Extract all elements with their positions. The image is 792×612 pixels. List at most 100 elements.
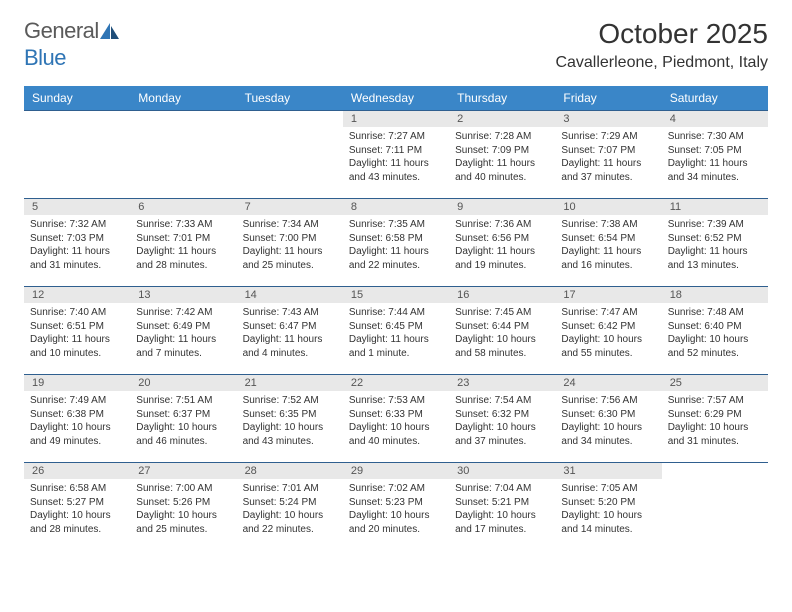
day-number: 11 bbox=[662, 199, 768, 215]
day-content: Sunrise: 7:40 AMSunset: 6:51 PMDaylight:… bbox=[24, 303, 130, 364]
calendar-day-cell: 10Sunrise: 7:38 AMSunset: 6:54 PMDayligh… bbox=[555, 199, 661, 287]
day-content: Sunrise: 7:28 AMSunset: 7:09 PMDaylight:… bbox=[449, 127, 555, 188]
day-number: 7 bbox=[237, 199, 343, 215]
weekday-header-row: SundayMondayTuesdayWednesdayThursdayFrid… bbox=[24, 86, 768, 111]
calendar-day-cell bbox=[662, 463, 768, 551]
day-content: Sunrise: 7:33 AMSunset: 7:01 PMDaylight:… bbox=[130, 215, 236, 276]
calendar-week-row: 19Sunrise: 7:49 AMSunset: 6:38 PMDayligh… bbox=[24, 375, 768, 463]
calendar-day-cell: 7Sunrise: 7:34 AMSunset: 7:00 PMDaylight… bbox=[237, 199, 343, 287]
day-number: 5 bbox=[24, 199, 130, 215]
day-number: 21 bbox=[237, 375, 343, 391]
weekday-header: Saturday bbox=[662, 86, 768, 111]
calendar-day-cell bbox=[130, 111, 236, 199]
day-number: 9 bbox=[449, 199, 555, 215]
day-number: 30 bbox=[449, 463, 555, 479]
calendar-day-cell: 15Sunrise: 7:44 AMSunset: 6:45 PMDayligh… bbox=[343, 287, 449, 375]
day-content: Sunrise: 7:53 AMSunset: 6:33 PMDaylight:… bbox=[343, 391, 449, 452]
logo: GeneralBlue bbox=[24, 18, 120, 71]
day-content: Sunrise: 7:04 AMSunset: 5:21 PMDaylight:… bbox=[449, 479, 555, 540]
calendar-day-cell: 2Sunrise: 7:28 AMSunset: 7:09 PMDaylight… bbox=[449, 111, 555, 199]
day-content: Sunrise: 7:56 AMSunset: 6:30 PMDaylight:… bbox=[555, 391, 661, 452]
day-content: Sunrise: 7:49 AMSunset: 6:38 PMDaylight:… bbox=[24, 391, 130, 452]
day-content: Sunrise: 7:36 AMSunset: 6:56 PMDaylight:… bbox=[449, 215, 555, 276]
location-text: Cavallerleone, Piedmont, Italy bbox=[555, 54, 768, 72]
calendar-day-cell: 8Sunrise: 7:35 AMSunset: 6:58 PMDaylight… bbox=[343, 199, 449, 287]
day-content: Sunrise: 7:57 AMSunset: 6:29 PMDaylight:… bbox=[662, 391, 768, 452]
day-number: 17 bbox=[555, 287, 661, 303]
calendar-day-cell: 11Sunrise: 7:39 AMSunset: 6:52 PMDayligh… bbox=[662, 199, 768, 287]
logo-word-blue: Blue bbox=[24, 45, 66, 70]
calendar-day-cell: 27Sunrise: 7:00 AMSunset: 5:26 PMDayligh… bbox=[130, 463, 236, 551]
page-title: October 2025 bbox=[555, 18, 768, 50]
day-content: Sunrise: 7:45 AMSunset: 6:44 PMDaylight:… bbox=[449, 303, 555, 364]
day-content: Sunrise: 7:38 AMSunset: 6:54 PMDaylight:… bbox=[555, 215, 661, 276]
day-number: 3 bbox=[555, 111, 661, 127]
calendar-table: SundayMondayTuesdayWednesdayThursdayFrid… bbox=[24, 86, 768, 551]
day-content: Sunrise: 7:51 AMSunset: 6:37 PMDaylight:… bbox=[130, 391, 236, 452]
logo-sail-icon bbox=[100, 19, 120, 45]
calendar-day-cell: 22Sunrise: 7:53 AMSunset: 6:33 PMDayligh… bbox=[343, 375, 449, 463]
day-content: Sunrise: 7:05 AMSunset: 5:20 PMDaylight:… bbox=[555, 479, 661, 540]
weekday-header: Monday bbox=[130, 86, 236, 111]
calendar-week-row: 5Sunrise: 7:32 AMSunset: 7:03 PMDaylight… bbox=[24, 199, 768, 287]
calendar-day-cell: 18Sunrise: 7:48 AMSunset: 6:40 PMDayligh… bbox=[662, 287, 768, 375]
calendar-day-cell bbox=[24, 111, 130, 199]
day-number: 20 bbox=[130, 375, 236, 391]
day-number: 2 bbox=[449, 111, 555, 127]
day-number: 14 bbox=[237, 287, 343, 303]
day-number: 18 bbox=[662, 287, 768, 303]
day-content: Sunrise: 7:39 AMSunset: 6:52 PMDaylight:… bbox=[662, 215, 768, 276]
weekday-header: Sunday bbox=[24, 86, 130, 111]
logo-text: GeneralBlue bbox=[24, 18, 120, 71]
day-content: Sunrise: 7:00 AMSunset: 5:26 PMDaylight:… bbox=[130, 479, 236, 540]
day-content: Sunrise: 7:02 AMSunset: 5:23 PMDaylight:… bbox=[343, 479, 449, 540]
calendar-day-cell: 28Sunrise: 7:01 AMSunset: 5:24 PMDayligh… bbox=[237, 463, 343, 551]
calendar-day-cell: 21Sunrise: 7:52 AMSunset: 6:35 PMDayligh… bbox=[237, 375, 343, 463]
calendar-week-row: 26Sunrise: 6:58 AMSunset: 5:27 PMDayligh… bbox=[24, 463, 768, 551]
calendar-day-cell bbox=[237, 111, 343, 199]
calendar-day-cell: 14Sunrise: 7:43 AMSunset: 6:47 PMDayligh… bbox=[237, 287, 343, 375]
day-number: 16 bbox=[449, 287, 555, 303]
day-number: 28 bbox=[237, 463, 343, 479]
day-number: 1 bbox=[343, 111, 449, 127]
calendar-day-cell: 4Sunrise: 7:30 AMSunset: 7:05 PMDaylight… bbox=[662, 111, 768, 199]
calendar-day-cell: 30Sunrise: 7:04 AMSunset: 5:21 PMDayligh… bbox=[449, 463, 555, 551]
calendar-week-row: 1Sunrise: 7:27 AMSunset: 7:11 PMDaylight… bbox=[24, 111, 768, 199]
day-content: Sunrise: 6:58 AMSunset: 5:27 PMDaylight:… bbox=[24, 479, 130, 540]
calendar-day-cell: 12Sunrise: 7:40 AMSunset: 6:51 PMDayligh… bbox=[24, 287, 130, 375]
day-content: Sunrise: 7:27 AMSunset: 7:11 PMDaylight:… bbox=[343, 127, 449, 188]
title-block: October 2025 Cavallerleone, Piedmont, It… bbox=[555, 18, 768, 72]
day-content: Sunrise: 7:47 AMSunset: 6:42 PMDaylight:… bbox=[555, 303, 661, 364]
calendar-day-cell: 9Sunrise: 7:36 AMSunset: 6:56 PMDaylight… bbox=[449, 199, 555, 287]
day-number: 12 bbox=[24, 287, 130, 303]
calendar-day-cell: 1Sunrise: 7:27 AMSunset: 7:11 PMDaylight… bbox=[343, 111, 449, 199]
day-number: 13 bbox=[130, 287, 236, 303]
weekday-header: Tuesday bbox=[237, 86, 343, 111]
calendar-day-cell: 31Sunrise: 7:05 AMSunset: 5:20 PMDayligh… bbox=[555, 463, 661, 551]
calendar-day-cell: 19Sunrise: 7:49 AMSunset: 6:38 PMDayligh… bbox=[24, 375, 130, 463]
day-number: 4 bbox=[662, 111, 768, 127]
day-content: Sunrise: 7:43 AMSunset: 6:47 PMDaylight:… bbox=[237, 303, 343, 364]
day-number: 29 bbox=[343, 463, 449, 479]
calendar-day-cell: 16Sunrise: 7:45 AMSunset: 6:44 PMDayligh… bbox=[449, 287, 555, 375]
weekday-header: Friday bbox=[555, 86, 661, 111]
day-content: Sunrise: 7:35 AMSunset: 6:58 PMDaylight:… bbox=[343, 215, 449, 276]
day-number: 10 bbox=[555, 199, 661, 215]
calendar-day-cell: 6Sunrise: 7:33 AMSunset: 7:01 PMDaylight… bbox=[130, 199, 236, 287]
day-number: 25 bbox=[662, 375, 768, 391]
day-content: Sunrise: 7:32 AMSunset: 7:03 PMDaylight:… bbox=[24, 215, 130, 276]
day-content: Sunrise: 7:34 AMSunset: 7:00 PMDaylight:… bbox=[237, 215, 343, 276]
calendar-day-cell: 20Sunrise: 7:51 AMSunset: 6:37 PMDayligh… bbox=[130, 375, 236, 463]
day-content: Sunrise: 7:54 AMSunset: 6:32 PMDaylight:… bbox=[449, 391, 555, 452]
day-content: Sunrise: 7:01 AMSunset: 5:24 PMDaylight:… bbox=[237, 479, 343, 540]
day-content: Sunrise: 7:42 AMSunset: 6:49 PMDaylight:… bbox=[130, 303, 236, 364]
day-number: 24 bbox=[555, 375, 661, 391]
day-content: Sunrise: 7:44 AMSunset: 6:45 PMDaylight:… bbox=[343, 303, 449, 364]
day-number: 19 bbox=[24, 375, 130, 391]
calendar-day-cell: 5Sunrise: 7:32 AMSunset: 7:03 PMDaylight… bbox=[24, 199, 130, 287]
calendar-body: 1Sunrise: 7:27 AMSunset: 7:11 PMDaylight… bbox=[24, 111, 768, 551]
weekday-header: Wednesday bbox=[343, 86, 449, 111]
day-number: 22 bbox=[343, 375, 449, 391]
day-number: 8 bbox=[343, 199, 449, 215]
day-content: Sunrise: 7:52 AMSunset: 6:35 PMDaylight:… bbox=[237, 391, 343, 452]
